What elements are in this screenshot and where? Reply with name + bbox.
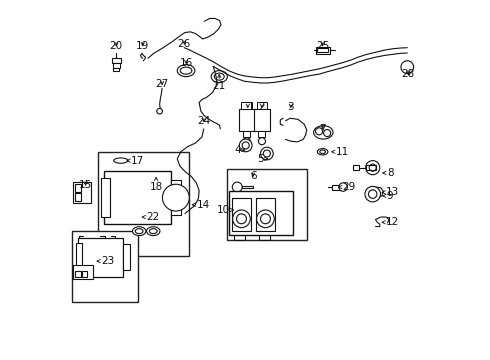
Text: 25: 25 <box>316 41 329 51</box>
Text: 17: 17 <box>131 156 144 166</box>
Circle shape <box>366 161 380 175</box>
Text: 9: 9 <box>387 191 393 201</box>
Bar <box>75 193 81 201</box>
Bar <box>75 243 82 271</box>
Bar <box>78 238 122 277</box>
Bar <box>239 109 254 131</box>
Text: 18: 18 <box>149 182 163 192</box>
Circle shape <box>365 186 380 202</box>
Text: 11: 11 <box>336 147 349 157</box>
Circle shape <box>163 184 189 211</box>
Text: 19: 19 <box>136 41 149 51</box>
Text: 15: 15 <box>79 180 92 190</box>
Bar <box>316 47 330 54</box>
Bar <box>257 102 267 109</box>
Bar <box>72 231 139 302</box>
Bar <box>171 180 181 215</box>
Bar <box>256 198 275 231</box>
Bar <box>98 152 189 256</box>
Text: 24: 24 <box>197 117 210 126</box>
Bar <box>317 48 328 52</box>
Bar <box>113 68 119 71</box>
Text: 27: 27 <box>155 80 169 89</box>
Bar <box>122 243 130 270</box>
Text: 23: 23 <box>101 256 114 266</box>
Ellipse shape <box>132 227 146 235</box>
Circle shape <box>401 61 414 73</box>
Text: 21: 21 <box>213 81 226 91</box>
Text: 1: 1 <box>248 102 254 112</box>
Text: 20: 20 <box>110 41 123 51</box>
Text: 8: 8 <box>387 168 393 178</box>
Ellipse shape <box>149 229 157 234</box>
Bar <box>113 63 120 68</box>
Ellipse shape <box>147 227 160 235</box>
Text: 29: 29 <box>343 182 356 192</box>
Circle shape <box>258 138 266 145</box>
Bar <box>112 58 121 63</box>
Circle shape <box>232 182 242 192</box>
Text: 22: 22 <box>146 212 159 222</box>
Text: 16: 16 <box>179 58 193 68</box>
Bar <box>258 131 266 137</box>
Circle shape <box>233 210 250 228</box>
Ellipse shape <box>314 126 333 139</box>
Circle shape <box>239 139 252 152</box>
Bar <box>333 185 343 189</box>
Bar <box>73 265 93 279</box>
Bar <box>75 271 80 277</box>
Text: 6: 6 <box>250 171 256 181</box>
Ellipse shape <box>114 158 128 163</box>
Bar <box>232 198 251 231</box>
Text: 4: 4 <box>234 145 241 155</box>
Bar <box>242 102 252 109</box>
Circle shape <box>339 183 347 191</box>
Text: 3: 3 <box>288 102 294 112</box>
Circle shape <box>261 147 273 160</box>
Ellipse shape <box>135 229 143 234</box>
Bar <box>229 190 293 235</box>
Text: 5: 5 <box>257 154 264 164</box>
Bar <box>101 178 110 217</box>
Text: 12: 12 <box>386 217 399 227</box>
Bar <box>104 171 171 224</box>
Text: 14: 14 <box>196 200 210 210</box>
Circle shape <box>316 128 322 135</box>
Text: 28: 28 <box>402 69 415 79</box>
Ellipse shape <box>318 149 328 155</box>
Circle shape <box>157 108 163 114</box>
Bar <box>254 109 270 131</box>
Text: 26: 26 <box>178 39 191 49</box>
Circle shape <box>243 138 250 145</box>
Bar <box>242 186 253 189</box>
Text: 10: 10 <box>217 205 229 215</box>
Circle shape <box>324 130 331 136</box>
Bar <box>82 271 87 277</box>
Bar <box>243 131 250 137</box>
Text: 13: 13 <box>386 187 399 197</box>
Bar <box>73 182 91 203</box>
Bar <box>75 184 81 192</box>
Bar <box>366 165 376 170</box>
Text: 7: 7 <box>319 123 326 134</box>
Circle shape <box>257 210 274 228</box>
Bar <box>353 165 359 170</box>
Text: 2: 2 <box>259 102 265 112</box>
Bar <box>227 170 307 240</box>
